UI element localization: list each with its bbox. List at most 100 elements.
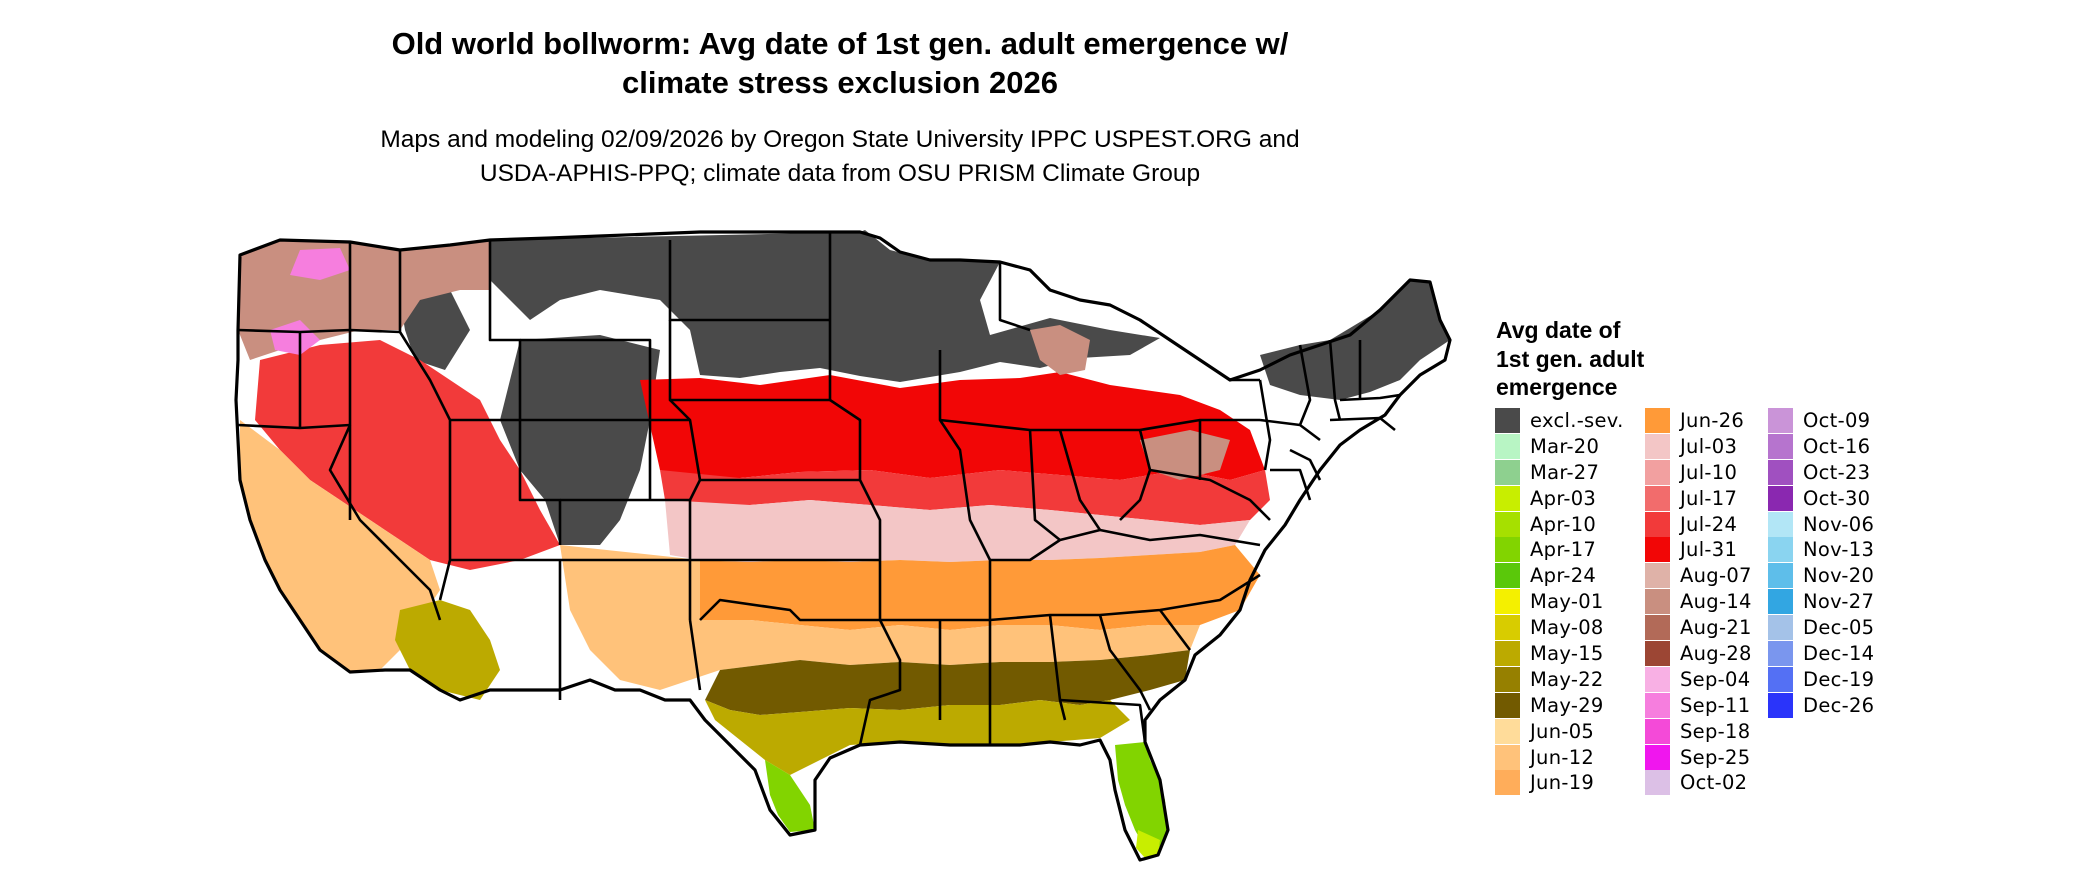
legend-swatch: [1495, 433, 1520, 459]
legend-label: Jul-31: [1680, 538, 1738, 562]
map-title: Old world bollworm: Avg date of 1st gen.…: [235, 24, 1445, 102]
legend-swatch: [1645, 770, 1670, 796]
legend-swatch: [1645, 615, 1670, 641]
legend-label: Nov-06: [1803, 512, 1875, 536]
legend-swatch: [1768, 666, 1793, 692]
legend-swatch: [1495, 511, 1520, 537]
legend-label: Apr-10: [1530, 512, 1597, 536]
legend-swatch: [1768, 511, 1793, 537]
legend-swatch: [1645, 485, 1670, 511]
legend-swatch: [1768, 589, 1793, 615]
map-region-texas-coast: [765, 760, 815, 832]
legend-swatch: [1495, 666, 1520, 692]
legend-swatch: [1768, 537, 1793, 563]
legend-label: Jul-03: [1680, 434, 1738, 458]
legend-label: Aug-21: [1680, 616, 1752, 640]
legend-label: Jul-24: [1680, 512, 1738, 536]
map-region-may-15-band: [705, 700, 1130, 775]
state-borders: [237, 232, 1401, 746]
legend-swatch: [1768, 459, 1793, 485]
map-subtitle: Maps and modeling 02/09/2026 by Oregon S…: [235, 123, 1445, 191]
legend-label: Dec-14: [1803, 642, 1875, 666]
legend-swatch: [1645, 666, 1670, 692]
legend-title-line-2: 1st gen. adult: [1496, 345, 1645, 372]
legend-label: Sep-25: [1680, 745, 1751, 769]
legend-label: May-01: [1530, 590, 1604, 614]
us-outline: [234, 230, 1452, 862]
legend-label: Jun-26: [1680, 409, 1745, 432]
legend-swatch: [1645, 692, 1670, 718]
legend-label: Aug-28: [1680, 642, 1752, 666]
legend-swatch: [1495, 485, 1520, 511]
map-region-jun-26-band: [690, 545, 1260, 630]
map-region-idaho-pink: [290, 248, 350, 280]
legend-label: Dec-19: [1803, 667, 1875, 691]
legend-label: Oct-30: [1803, 486, 1871, 510]
legend-swatch: [1645, 459, 1670, 485]
map-subtitle-line-2: USDA-APHIS-PPQ; climate data from OSU PR…: [479, 160, 1201, 187]
map-region-excluded-idaho: [400, 290, 470, 370]
map-region-excluded-north: [490, 230, 1160, 382]
legend-label: excl.-sev.: [1530, 409, 1624, 432]
legend-label: Jun-12: [1530, 745, 1595, 769]
map-region-appalachia-brown: [1140, 430, 1230, 480]
legend-label: Sep-11: [1680, 693, 1751, 717]
legend-swatch: [1495, 641, 1520, 667]
legend-swatch: [1645, 641, 1670, 667]
map-region-florida: [1115, 742, 1168, 850]
legend-swatch: [1495, 718, 1520, 744]
legend-swatch: [1768, 408, 1793, 433]
legend-label: Mar-20: [1530, 434, 1600, 458]
legend-swatch: [1645, 563, 1670, 589]
legend-swatch: [1495, 744, 1520, 770]
legend-label: Jun-19: [1530, 771, 1595, 795]
map-region-excluded-new-england: [1260, 280, 1450, 400]
map-region-may-29-band: [705, 650, 1190, 715]
legend-swatch: [1495, 692, 1520, 718]
legend-swatch: [1495, 459, 1520, 485]
legend-label: Sep-18: [1680, 719, 1751, 743]
legend-swatch: [1495, 770, 1520, 796]
legend-swatch: [1645, 408, 1670, 433]
legend-label: Mar-27: [1530, 460, 1600, 484]
legend-label: Dec-05: [1803, 616, 1875, 640]
map-subtitle-line-1: Maps and modeling 02/09/2026 by Oregon S…: [380, 126, 1300, 153]
map-region-arizona-olive: [395, 600, 500, 700]
legend-label: Jul-10: [1680, 460, 1738, 484]
legend-label: May-15: [1530, 642, 1604, 666]
legend-swatch: [1495, 537, 1520, 563]
legend-label: Nov-27: [1803, 590, 1875, 614]
legend-label: Nov-20: [1803, 564, 1875, 588]
legend-label: Oct-23: [1803, 460, 1871, 484]
legend-swatch: [1645, 433, 1670, 459]
legend-label: May-22: [1530, 667, 1604, 691]
legend-title: Avg date of 1st gen. adult emergence: [1496, 316, 1644, 402]
legend-swatch: [1495, 615, 1520, 641]
legend-swatch: [1768, 433, 1793, 459]
legend-swatch: [1645, 511, 1670, 537]
map-region-california-orange: [240, 420, 440, 672]
map-region-jul-24-band: [660, 470, 1270, 525]
map-region-oregon-pink: [270, 320, 320, 355]
legend-swatch: [1768, 563, 1793, 589]
map-region-michigan-brown: [1030, 325, 1090, 375]
map-title-line-2: climate stress exclusion 2026: [622, 65, 1058, 100]
map-region-excluded-rockies: [500, 335, 660, 545]
legend-label: Jul-17: [1680, 486, 1738, 510]
legend-label: Nov-13: [1803, 538, 1875, 562]
legend-label: Jun-05: [1530, 719, 1595, 743]
map-title-line-1: Old world bollworm: Avg date of 1st gen.…: [391, 26, 1289, 61]
legend-label: May-29: [1530, 693, 1604, 717]
legend-title-line-3: emergence: [1496, 374, 1618, 400]
map-region-jul-10-band: [665, 500, 1250, 562]
legend-label: Apr-03: [1530, 486, 1597, 510]
legend-label: Dec-26: [1803, 693, 1875, 717]
legend-swatch: [1768, 615, 1793, 641]
legend-swatch: [1495, 408, 1520, 433]
legend-label: Oct-16: [1803, 434, 1871, 458]
legend-label: Aug-14: [1680, 590, 1752, 614]
legend-swatch: [1495, 563, 1520, 589]
legend-label: Apr-17: [1530, 538, 1597, 562]
legend-swatch: [1645, 718, 1670, 744]
